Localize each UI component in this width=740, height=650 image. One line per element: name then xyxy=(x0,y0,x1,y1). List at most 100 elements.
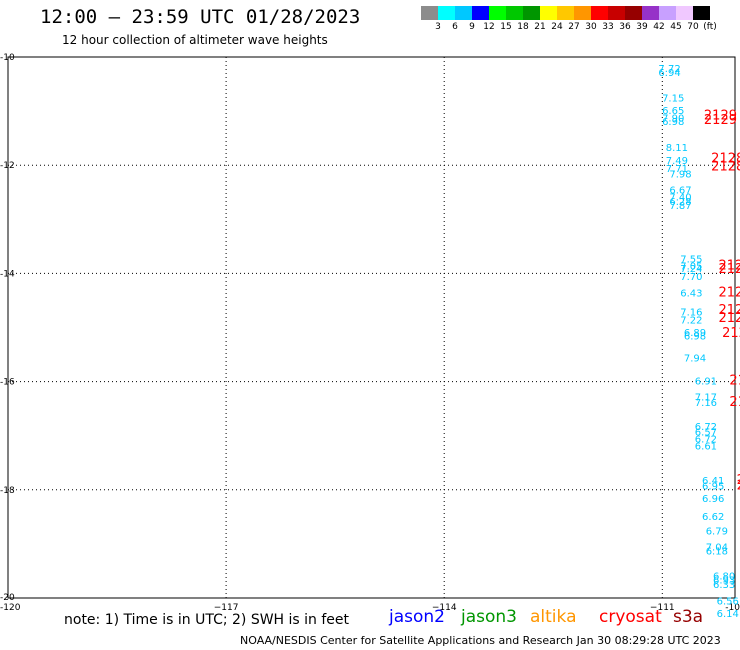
satellite-s3a: s3a xyxy=(673,607,704,627)
wave-height-value: 6.91 xyxy=(695,377,717,388)
page-subtitle: 12 hour collection of altimeter wave hei… xyxy=(62,33,328,47)
x-tick-label: −111 xyxy=(650,603,675,613)
wave-height-value: 6.89 xyxy=(684,328,706,339)
wave-height-value: 6.95 xyxy=(702,481,724,492)
wave-height-value: 7.70 xyxy=(680,272,702,283)
pass-time-label: 2127 xyxy=(729,395,740,410)
legend-label: 36 xyxy=(619,22,631,32)
legend-swatch xyxy=(625,6,642,20)
legend-label: (ft) xyxy=(703,22,717,32)
wave-height-value: 6.72 xyxy=(695,434,717,445)
y-tick-label-top: -10 xyxy=(0,53,15,63)
page-title: 12:00 – 23:59 UTC 01/28/2023 xyxy=(40,6,361,28)
wave-height-value: 7.71 xyxy=(666,164,688,175)
legend-label: 30 xyxy=(585,22,597,32)
legend-label: 39 xyxy=(636,22,648,32)
legend-swatch xyxy=(506,6,523,20)
pass-time-label: 2128 xyxy=(718,262,740,277)
legend-label: 33 xyxy=(602,22,614,32)
legend-swatch xyxy=(472,6,489,20)
pass-time-label: 2128 xyxy=(718,303,740,318)
legend-swatch xyxy=(438,6,455,20)
wave-height-value: 6.98 xyxy=(662,117,684,128)
wave-height-value: 7.87 xyxy=(669,201,691,212)
legend-swatch xyxy=(574,6,591,20)
wave-height-value: 6.98 xyxy=(684,332,706,343)
axis-tick-labels: −117−114−111−108-18-16-14-12-10-20-120-1… xyxy=(0,53,740,613)
wave-height-value: 7.49 xyxy=(666,156,688,167)
legend-swatch xyxy=(591,6,608,20)
legend-label: 24 xyxy=(551,22,563,32)
legend-label: 42 xyxy=(653,22,665,32)
grid-lines xyxy=(8,57,735,598)
pass-time-label: 2129 xyxy=(704,108,737,123)
pass-time-label: 2129 xyxy=(704,113,737,128)
wave-height-value: 6.57 xyxy=(695,427,717,438)
wave-height-value: 6.80 xyxy=(713,571,735,582)
wave-height-value: 6.43 xyxy=(680,288,702,299)
y-tick-label: -16 xyxy=(0,378,15,388)
x-tick-label-left: -120 xyxy=(0,603,21,613)
wave-height-value: 7.24 xyxy=(680,264,702,275)
legend-label: 6 xyxy=(452,22,458,32)
wave-height-value: 7.15 xyxy=(662,94,684,105)
wave-height-value: 6.72 xyxy=(695,422,717,433)
legend-swatch xyxy=(557,6,574,20)
satellite-altika: altika xyxy=(530,607,577,627)
wave-height-value: 6.62 xyxy=(702,512,724,523)
pass-time-label: 2128 xyxy=(711,152,740,167)
wave-height-value: 7.05 xyxy=(680,261,702,272)
y-tick-label: -14 xyxy=(0,269,15,279)
legend-labels: 3 6 9 12 15 18 21 24 27 30 33 36 39 42 45 70 (ft) xyxy=(421,20,731,34)
footer-note: note: 1) Time is in UTC; 2) SWH is in fe… xyxy=(64,612,350,628)
legend-label: 15 xyxy=(500,22,512,32)
wave-height-value: 6.56 xyxy=(717,597,739,608)
x-tick-label: −117 xyxy=(214,603,239,613)
legend-swatch xyxy=(659,6,676,20)
pass-time-label: 2127 xyxy=(729,374,740,389)
pass-time-label: 2128 xyxy=(718,258,740,273)
legend-swatch xyxy=(455,6,472,20)
x-tick-label-right: -10 xyxy=(725,603,740,613)
legend-swatch xyxy=(693,6,710,20)
wave-height-value: 8.11 xyxy=(666,143,688,154)
pass-time-label: 2127 xyxy=(737,478,740,493)
satellite-cryosat: cryosat xyxy=(599,607,662,627)
wave-height-value: 7.17 xyxy=(695,393,717,404)
legend-label: 45 xyxy=(670,22,682,32)
legend-color-bar xyxy=(421,6,731,20)
wave-height-value: 7.16 xyxy=(695,398,717,409)
pass-time-label: 2128 xyxy=(718,311,740,326)
legend-label: 21 xyxy=(534,22,546,32)
legend-label: 3 xyxy=(435,22,441,32)
wave-height-value: 6.79 xyxy=(706,526,728,537)
wave-height-value: 6.65 xyxy=(662,106,684,117)
wave-height-value: 6.61 xyxy=(695,441,717,452)
y-tick-label-bottom: -20 xyxy=(0,593,15,603)
pass-time-label: 2128 xyxy=(718,285,740,300)
wave-height-value: 7.94 xyxy=(684,353,706,364)
wave-height-value: 6.93 xyxy=(713,576,735,587)
wave-height-value: 6.67 xyxy=(669,186,691,197)
wave-height-value: 7.90 xyxy=(662,114,684,125)
wave-height-value: 6.18 xyxy=(706,546,728,557)
wave-height-value: 7.16 xyxy=(680,307,702,318)
legend-label: 9 xyxy=(469,22,475,32)
wave-height-value: 7.55 xyxy=(680,254,702,265)
y-tick-label: -18 xyxy=(0,486,15,496)
wave-height-value: 6.28 xyxy=(669,197,691,208)
wave-height-value: 7.40 xyxy=(669,193,691,204)
legend-label: 27 xyxy=(568,22,580,32)
wave-height-value: 6.33 xyxy=(713,580,735,591)
legend-label: 18 xyxy=(517,22,529,32)
wave-height-value: 7.72 xyxy=(658,64,680,75)
legend-label: 12 xyxy=(483,22,495,32)
wave-height-value: 7.98 xyxy=(669,169,691,180)
legend-swatch xyxy=(523,6,540,20)
legend-swatch xyxy=(608,6,625,20)
wave-height-value: 6.14 xyxy=(717,609,739,620)
x-tick-label: −114 xyxy=(432,603,457,613)
pass-time-label: 2127 xyxy=(722,326,740,341)
wave-height-points: 7.726.947.156.657.906.988.117.497.717.98… xyxy=(658,64,740,620)
